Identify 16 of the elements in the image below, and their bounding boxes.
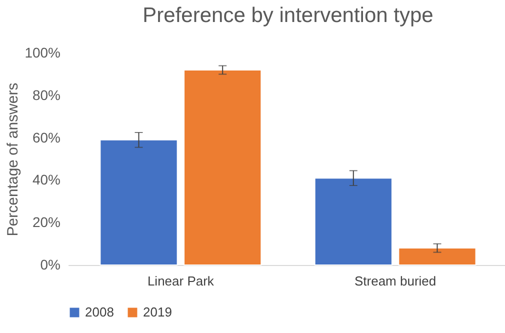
y-tick-label: 20% xyxy=(32,214,60,230)
bar xyxy=(184,69,262,266)
y-tick-label: 100% xyxy=(24,44,60,60)
y-tick-label: 0% xyxy=(40,256,60,272)
bar xyxy=(100,139,178,266)
y-tick-label: 60% xyxy=(32,129,60,146)
legend-label: 2008 xyxy=(85,304,114,320)
x-tick-label: Stream buried xyxy=(354,274,436,288)
bar xyxy=(398,248,476,266)
x-tick-label: Linear Park xyxy=(147,274,214,288)
y-axis-title: Percentage of answers xyxy=(4,82,22,236)
legend-label: 2019 xyxy=(143,304,172,320)
chart-title: Preference by intervention type xyxy=(142,4,434,27)
bar xyxy=(314,178,392,266)
y-tick-label: 40% xyxy=(32,172,60,188)
y-tick-label: 80% xyxy=(32,86,60,103)
